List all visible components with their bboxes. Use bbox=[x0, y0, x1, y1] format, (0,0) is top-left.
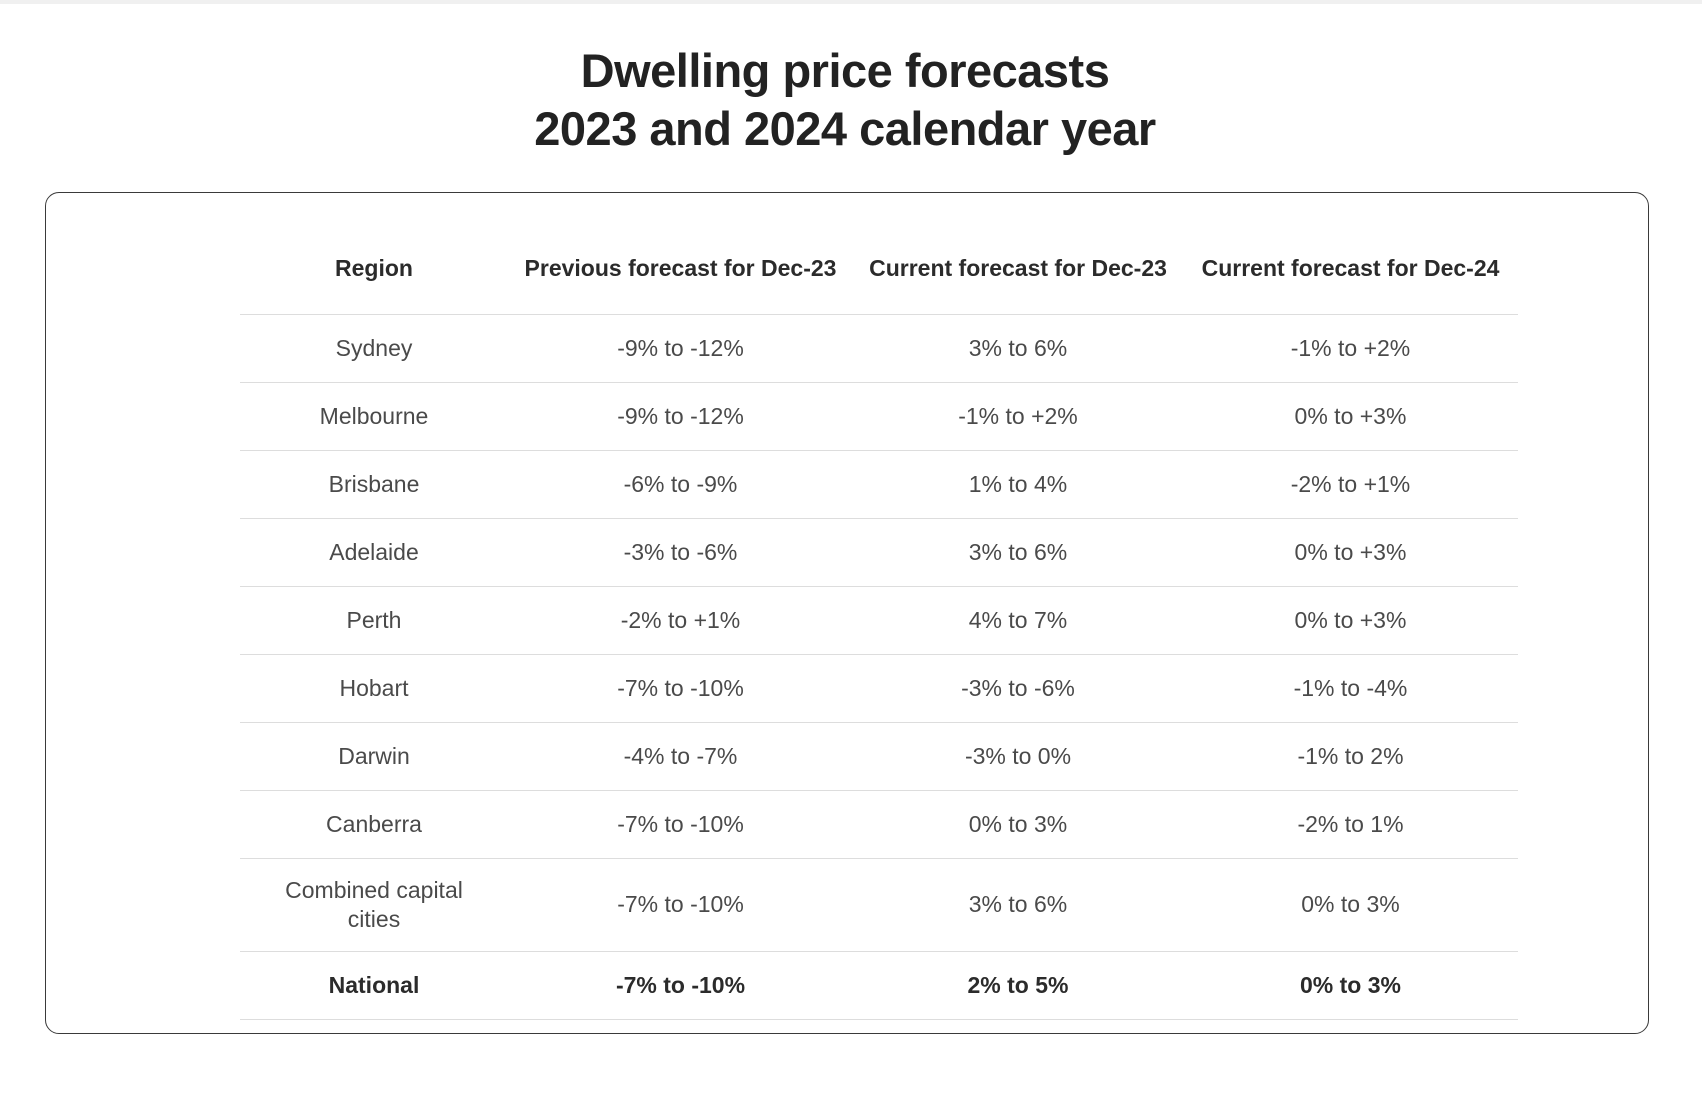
table-row-national: National -7% to -10% 2% to 5% 0% to 3% bbox=[240, 951, 1518, 1020]
header-current-dec-24: Current forecast for Dec-24 bbox=[1183, 223, 1518, 315]
region-cell: Canberra bbox=[240, 790, 508, 859]
region-cell: Adelaide bbox=[240, 518, 508, 587]
title-line-1: Dwelling price forecasts bbox=[580, 44, 1110, 97]
value-cell: -9% to -12% bbox=[508, 314, 853, 383]
header-previous-dec-23: Previous forecast for Dec-23 bbox=[508, 223, 853, 315]
table-row: Combined capital cities -7% to -10% 3% t… bbox=[240, 858, 1518, 952]
value-cell: 3% to 6% bbox=[853, 518, 1183, 587]
value-cell: 2% to 5% bbox=[853, 951, 1183, 1020]
value-cell: 3% to 6% bbox=[853, 858, 1183, 952]
value-cell: -3% to 0% bbox=[853, 722, 1183, 791]
value-cell: -1% to 2% bbox=[1183, 722, 1518, 791]
value-cell: -2% to +1% bbox=[1183, 450, 1518, 519]
region-cell: Sydney bbox=[240, 314, 508, 383]
value-cell: -7% to -10% bbox=[508, 951, 853, 1020]
region-cell: Perth bbox=[240, 586, 508, 655]
value-cell: -3% to -6% bbox=[508, 518, 853, 587]
table-row: Brisbane -6% to -9% 1% to 4% -2% to +1% bbox=[240, 450, 1518, 519]
forecast-table: Region Previous forecast for Dec-23 Curr… bbox=[240, 223, 1518, 1020]
value-cell: 0% to 3% bbox=[853, 790, 1183, 859]
value-cell: -1% to -4% bbox=[1183, 654, 1518, 723]
region-cell: Brisbane bbox=[240, 450, 508, 519]
region-cell: National bbox=[240, 951, 508, 1020]
value-cell: 3% to 6% bbox=[853, 314, 1183, 383]
header-current-dec-23: Current forecast for Dec-23 bbox=[853, 223, 1183, 315]
title-line-2: 2023 and 2024 calendar year bbox=[534, 102, 1156, 155]
table-row: Canberra -7% to -10% 0% to 3% -2% to 1% bbox=[240, 790, 1518, 859]
value-cell: -1% to +2% bbox=[853, 382, 1183, 451]
table-row: Adelaide -3% to -6% 3% to 6% 0% to +3% bbox=[240, 518, 1518, 587]
value-cell: -6% to -9% bbox=[508, 450, 853, 519]
region-cell: Combined capital cities bbox=[240, 858, 508, 952]
header-region: Region bbox=[240, 223, 508, 315]
value-cell: -7% to -10% bbox=[508, 790, 853, 859]
value-cell: 0% to +3% bbox=[1183, 518, 1518, 587]
value-cell: 0% to 3% bbox=[1183, 951, 1518, 1020]
table-row: Perth -2% to +1% 4% to 7% 0% to +3% bbox=[240, 586, 1518, 655]
region-cell: Hobart bbox=[240, 654, 508, 723]
table-row: Sydney -9% to -12% 3% to 6% -1% to +2% bbox=[240, 314, 1518, 383]
value-cell: -4% to -7% bbox=[508, 722, 853, 791]
table-header-row: Region Previous forecast for Dec-23 Curr… bbox=[240, 223, 1518, 315]
value-cell: 0% to 3% bbox=[1183, 858, 1518, 952]
table-row: Hobart -7% to -10% -3% to -6% -1% to -4% bbox=[240, 654, 1518, 723]
forecast-table-card: Region Previous forecast for Dec-23 Curr… bbox=[45, 192, 1649, 1034]
value-cell: -7% to -10% bbox=[508, 858, 853, 952]
top-divider bbox=[0, 0, 1702, 4]
value-cell: -1% to +2% bbox=[1183, 314, 1518, 383]
value-cell: -2% to +1% bbox=[508, 586, 853, 655]
value-cell: 1% to 4% bbox=[853, 450, 1183, 519]
value-cell: -3% to -6% bbox=[853, 654, 1183, 723]
region-cell: Melbourne bbox=[240, 382, 508, 451]
table-row: Melbourne -9% to -12% -1% to +2% 0% to +… bbox=[240, 382, 1518, 451]
value-cell: -9% to -12% bbox=[508, 382, 853, 451]
page-title: Dwelling price forecasts 2023 and 2024 c… bbox=[0, 42, 1690, 158]
region-cell: Darwin bbox=[240, 722, 508, 791]
value-cell: 0% to +3% bbox=[1183, 586, 1518, 655]
value-cell: 4% to 7% bbox=[853, 586, 1183, 655]
value-cell: -7% to -10% bbox=[508, 654, 853, 723]
value-cell: -2% to 1% bbox=[1183, 790, 1518, 859]
table-row: Darwin -4% to -7% -3% to 0% -1% to 2% bbox=[240, 722, 1518, 791]
value-cell: 0% to +3% bbox=[1183, 382, 1518, 451]
